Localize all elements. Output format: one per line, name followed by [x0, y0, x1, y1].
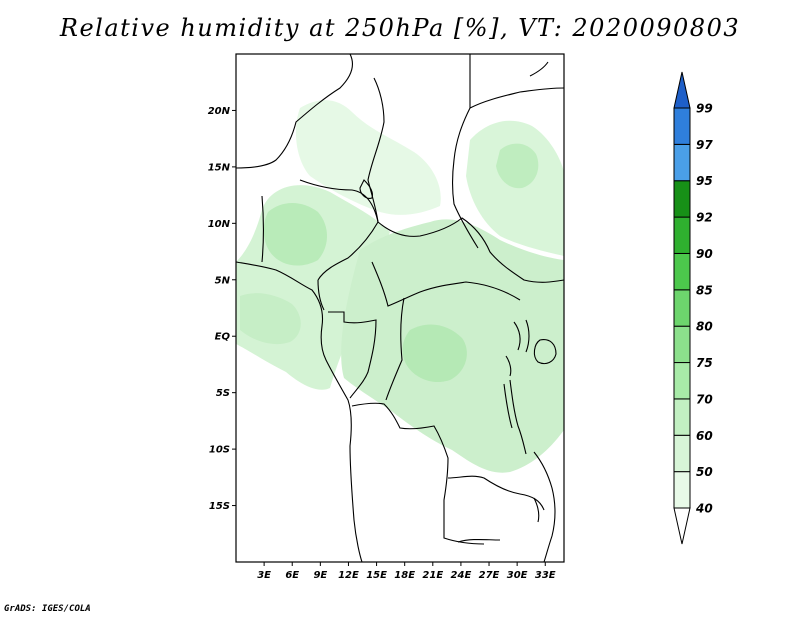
colorbar-segment — [673, 398, 691, 436]
lon-tick-label: 18E — [394, 570, 415, 581]
colorbar-level-label: 95 — [696, 174, 713, 188]
colorbar-over-triangle — [673, 71, 691, 109]
map-frame — [235, 53, 565, 563]
border-drc-angola — [351, 402, 485, 545]
colorbar-level-label: 80 — [696, 320, 713, 334]
lon-tick-label: 15E — [366, 570, 387, 581]
colorbar-segment — [673, 252, 691, 291]
colorbar-segment — [673, 143, 691, 182]
lon-tick-label: 21E — [422, 570, 443, 581]
humidity-band-coast — [240, 293, 301, 345]
coastline-west-africa — [236, 261, 363, 562]
humidity-core-east — [496, 143, 539, 189]
lake-malawi — [533, 497, 540, 523]
colorbar-level-label: 85 — [696, 283, 713, 297]
lat-tick-label: EQ — [215, 332, 231, 343]
colorbar-segment — [673, 107, 691, 145]
lon-tick-label: 24E — [451, 570, 472, 581]
colorbar-level-label: 40 — [695, 502, 713, 516]
colorbar-level-label: 90 — [696, 247, 713, 261]
colorbar-segment — [673, 216, 691, 254]
sinai-coast — [529, 61, 549, 77]
grads-credit: GrADS: IGES/COLA — [4, 604, 91, 614]
lon-tick-label: 3E — [257, 570, 271, 581]
border-gabon — [317, 279, 405, 401]
colorbar-segment — [673, 180, 691, 218]
lon-tick-label: 30E — [507, 570, 528, 581]
lat-tick-label: 5N — [215, 275, 231, 286]
colorbar-level-label: 50 — [696, 465, 713, 479]
lat-tick-label: 20N — [208, 106, 231, 117]
lon-tick-label: 33E — [535, 570, 556, 581]
border-zambia — [447, 475, 545, 543]
longitude-ticks: 3E 6E 9E 12E 15E 18E 21E 24E 27E 30E 33E — [257, 562, 556, 581]
colorbar-segment — [673, 434, 691, 473]
latitude-ticks: 20N 15N 10N 5N EQ 5S 10S 15S — [208, 106, 236, 512]
colorbar-level-label: 97 — [696, 138, 713, 152]
colorbar-level-label: 75 — [696, 356, 713, 370]
lon-tick-label: 9E — [313, 570, 327, 581]
colorbar-level-label: 60 — [696, 429, 713, 443]
colorbar-segment — [673, 362, 691, 400]
lat-tick-label: 10N — [208, 219, 231, 230]
lat-tick-label: 5S — [216, 388, 230, 399]
colorbar-segment — [673, 325, 691, 364]
border-car — [377, 217, 564, 283]
great-lakes-albert — [513, 319, 530, 353]
colorbar-under-triangle — [673, 507, 691, 545]
colorbar: 40 50 60 70 75 80 85 90 92 95 97 99 — [673, 71, 713, 545]
colorbar-segment — [673, 471, 691, 509]
humidity-core-south — [402, 324, 467, 383]
lon-tick-label: 12E — [338, 570, 359, 581]
colorbar-level-label: 92 — [696, 211, 713, 225]
lon-tick-label: 6E — [285, 570, 299, 581]
humidity-region-northeast — [466, 120, 564, 256]
colorbar-level-label: 70 — [696, 392, 713, 406]
chart-title: Relative humidity at 250hPa [%], VT: 202… — [59, 14, 741, 42]
great-lakes-victoria — [533, 339, 557, 365]
colorbar-level-label: 99 — [696, 102, 713, 116]
border-car-south — [371, 261, 521, 307]
boundaries — [236, 54, 564, 562]
lon-tick-label: 27E — [479, 570, 500, 581]
border-east-africa — [533, 451, 556, 562]
humidity-shading — [236, 100, 564, 473]
border-sahel — [236, 54, 353, 169]
lat-tick-label: 10S — [209, 445, 230, 456]
humidity-region-north — [295, 100, 441, 215]
border-niger-chad — [367, 77, 385, 223]
great-lakes-tanganyika — [503, 379, 527, 455]
lat-tick-label: 15N — [208, 162, 231, 173]
lake-chad — [359, 179, 374, 199]
colorbar-segment — [673, 289, 691, 327]
lake-kivu — [505, 355, 512, 377]
lat-tick-label: 15S — [209, 501, 230, 512]
border-chad-sudan — [451, 54, 479, 249]
border-libya-egypt — [469, 87, 564, 109]
border-congo — [328, 311, 377, 399]
humidity-core-west — [263, 203, 327, 266]
